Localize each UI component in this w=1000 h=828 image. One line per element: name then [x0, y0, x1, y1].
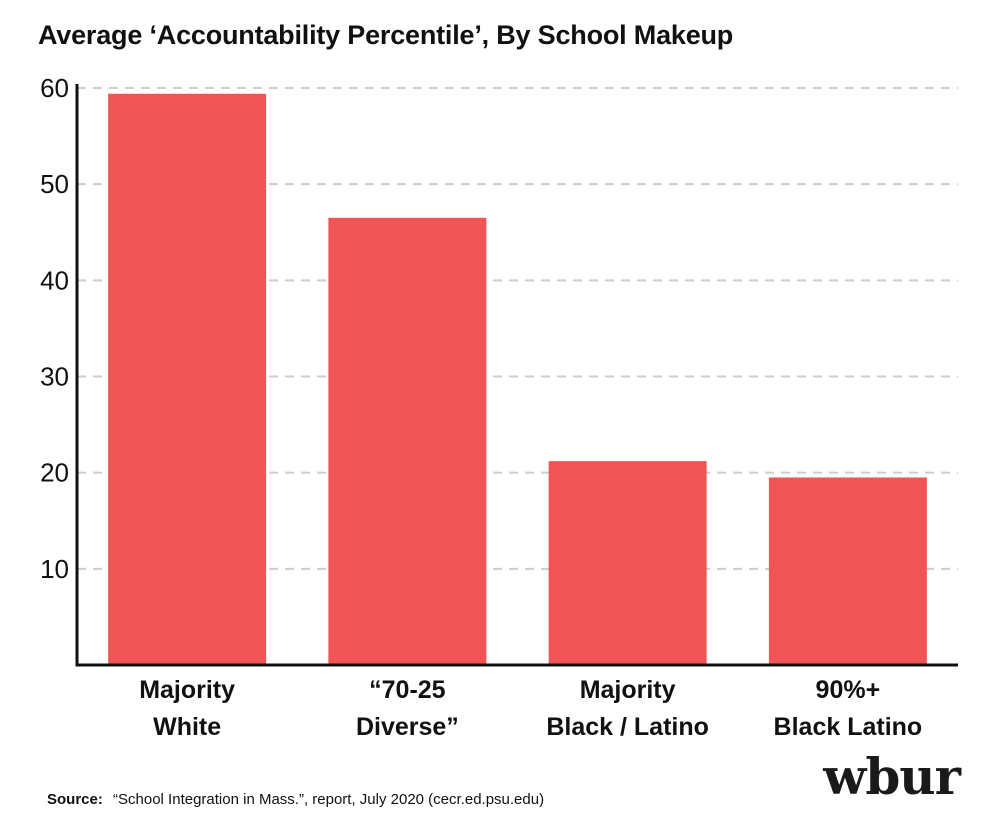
y-tick-label: 30	[40, 362, 69, 392]
x-tick-label: Black / Latino	[546, 713, 709, 741]
y-tick-label: 10	[40, 554, 69, 584]
x-tick-label: White	[153, 713, 221, 741]
bar-1	[328, 217, 487, 665]
bar-0	[108, 93, 267, 665]
x-tick-labels: Majority White “70-25 Diverse” Majority Black…	[139, 676, 922, 741]
bar-3	[768, 477, 927, 665]
y-tick-labels: 10 20 30 40 50 60	[40, 73, 69, 584]
x-tick-label: Diverse”	[356, 713, 459, 741]
x-tick-label: Black Latino	[774, 713, 923, 741]
bar-2	[548, 461, 707, 665]
y-tick-label: 50	[40, 169, 69, 199]
source-text: “School Integration in Mass.”, report, J…	[113, 791, 545, 808]
bars	[108, 93, 927, 665]
source-note: Source: “School Integration in Mass.”, r…	[47, 791, 544, 808]
x-tick-label: 90%+	[816, 676, 881, 704]
source-label: Source:	[47, 791, 103, 808]
x-tick-label: Majority	[139, 676, 235, 704]
y-tick-label: 60	[40, 73, 69, 103]
x-tick-label: “70-25	[369, 676, 446, 704]
y-tick-label: 20	[40, 458, 69, 488]
wbur-logo: wbur	[823, 747, 961, 806]
y-tick-label: 40	[40, 265, 69, 295]
chart-title: Average ‘Accountability Percentile’, By …	[38, 20, 734, 50]
x-tick-label: Majority	[580, 676, 676, 704]
bar-chart: 10 20 30 40 50 60 Majority White “70-25 Diverse”…	[40, 73, 958, 741]
axes	[75, 84, 958, 667]
